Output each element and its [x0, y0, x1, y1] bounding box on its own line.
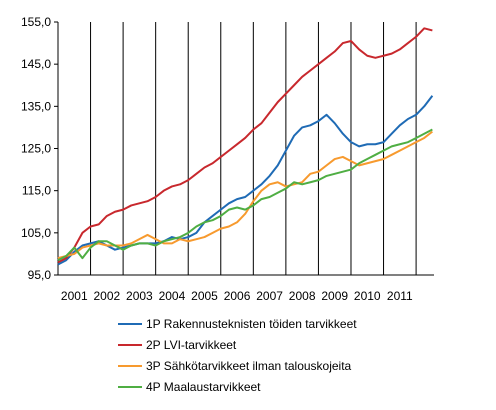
series-lines — [57, 27, 434, 266]
legend-label-2: 2P LVI-tarvikkeet — [146, 338, 237, 352]
x-tick-label: 2002 — [93, 289, 120, 303]
y-tick-label: 155,0 — [21, 15, 51, 29]
y-tick-label: 115,0 — [22, 184, 51, 198]
y-tick-label: 145,0 — [21, 57, 51, 71]
x-tick-label: 2006 — [224, 289, 251, 303]
x-tick-label: 2004 — [159, 289, 186, 303]
x-tick-label: 2005 — [191, 289, 218, 303]
y-tick-label: 125,0 — [21, 142, 51, 156]
series-line-4 — [57, 128, 433, 262]
x-tick-label: 2010 — [354, 289, 381, 303]
legend-label-3: 3P Sähkötarvikkeet ilman talouskojeita — [146, 359, 352, 373]
x-tick-label: 2009 — [321, 289, 348, 303]
x-tick-label: 2011 — [387, 289, 413, 303]
legend-label-4: 4P Maalaustarvikkeet — [146, 380, 261, 394]
x-tick-label: 2008 — [289, 289, 316, 303]
grid — [90, 22, 417, 275]
series-line-1 — [57, 95, 434, 266]
legend: 1P Rakennusteknisten töiden tarvikkeet 2P… — [118, 317, 357, 394]
y-tick-label: 135,0 — [21, 99, 51, 113]
legend-label-1: 1P Rakennusteknisten töiden tarvikkeet — [146, 317, 357, 331]
series-line-3 — [57, 130, 433, 260]
axes: 95,0 105,0 115,0 125,0 135,0 145,0 155,0 2001 20… — [21, 15, 434, 303]
y-tick-label: 105,0 — [21, 226, 51, 240]
x-tick-label: 2007 — [256, 289, 283, 303]
series-line-2 — [57, 27, 433, 264]
x-tick-label: 2001 — [61, 289, 88, 303]
x-tick-label: 2003 — [126, 289, 153, 303]
y-tick-label: 95,0 — [28, 268, 52, 282]
